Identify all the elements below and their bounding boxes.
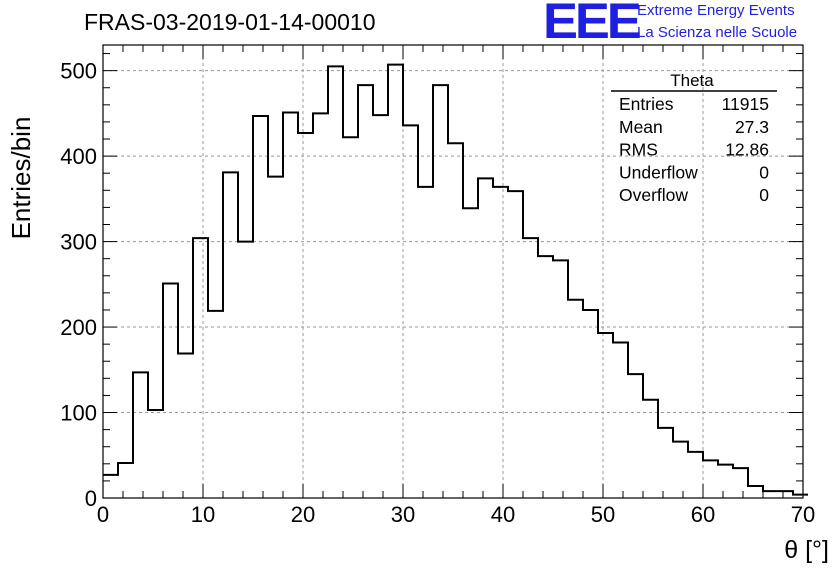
y-tick-label: 200 [60, 315, 97, 340]
x-tick-label: 40 [491, 502, 515, 527]
stats-box: Theta Entries 11915 Mean 27.3 RMS 12.86 Underf… [611, 71, 777, 205]
x-tick-label: 60 [691, 502, 715, 527]
x-tick-label: 30 [391, 502, 415, 527]
x-tick-labels: 0 10 20 30 40 50 60 70 [97, 502, 815, 527]
stats-value: 11915 [722, 94, 769, 114]
y-tick-label: 500 [60, 59, 97, 84]
logo-subtitle-line1: Extreme Energy Events [637, 2, 795, 19]
eee-logo: EEE [543, 0, 642, 49]
stats-title: Theta [670, 71, 714, 90]
stats-value: 0 [759, 185, 769, 205]
y-tick-labels: 0 100 200 300 400 500 [60, 59, 97, 511]
y-axis-label: Entries/bin [6, 117, 36, 240]
x-tick-label: 0 [97, 502, 109, 527]
y-tick-label: 100 [60, 401, 97, 426]
x-tick-label: 20 [291, 502, 315, 527]
stats-label: RMS [619, 140, 658, 160]
stats-label: Overflow [619, 185, 688, 205]
stats-value: 12.86 [725, 140, 769, 160]
chart-title: FRAS-03-2019-01-14-00010 [84, 9, 376, 35]
x-tick-label: 10 [191, 502, 215, 527]
stats-label: Underflow [619, 162, 698, 182]
plot-frame [102, 44, 804, 499]
axis-ticks [102, 45, 804, 499]
x-tick-label: 70 [791, 502, 815, 527]
stats-label: Mean [619, 117, 663, 137]
y-tick-label: 300 [60, 230, 97, 255]
y-tick-label: 0 [85, 486, 97, 511]
x-axis-label: θ [°] [784, 536, 829, 564]
grid-lines [103, 45, 803, 498]
stats-value: 0 [759, 162, 769, 182]
stats-value: 27.3 [735, 117, 769, 137]
x-tick-label: 50 [591, 502, 615, 527]
logo-subtitle-line2: La Scienza nelle Scuole [637, 24, 798, 41]
histogram-series [103, 63, 808, 496]
y-tick-label: 400 [60, 144, 97, 169]
stats-label: Entries [619, 94, 674, 114]
